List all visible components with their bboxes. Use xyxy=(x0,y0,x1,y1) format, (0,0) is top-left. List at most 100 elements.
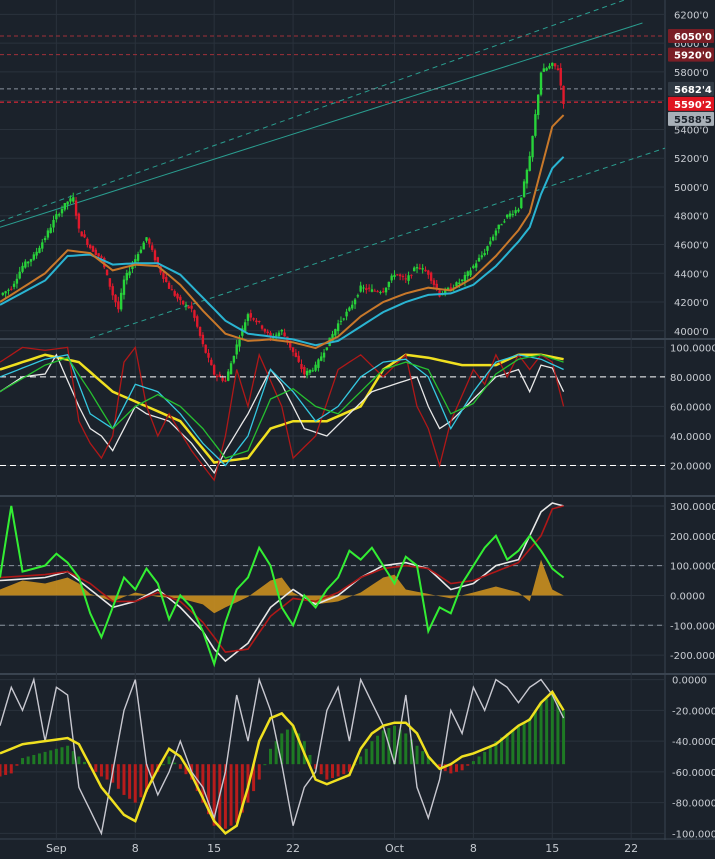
candle-up[interactable] xyxy=(548,65,551,69)
candle-up[interactable] xyxy=(243,322,247,332)
stoch-line-osc-white[interactable] xyxy=(0,353,565,475)
hist-bar-up[interactable] xyxy=(359,756,363,765)
hist-bar-up[interactable] xyxy=(539,702,543,765)
candle-down[interactable] xyxy=(263,328,267,332)
candle-down[interactable] xyxy=(283,332,286,337)
hist-bar-up[interactable] xyxy=(66,745,70,765)
candle-down[interactable] xyxy=(404,278,407,280)
candle-up[interactable] xyxy=(311,370,314,372)
hist-bar-up[interactable] xyxy=(415,745,419,765)
candle-up[interactable] xyxy=(503,221,506,223)
candle-up[interactable] xyxy=(460,279,464,281)
hist-bar-up[interactable] xyxy=(83,761,87,765)
candle-up[interactable] xyxy=(238,339,241,347)
hist-bar-down[interactable] xyxy=(116,764,120,789)
candle-down[interactable] xyxy=(410,274,413,276)
candle-down[interactable] xyxy=(100,256,103,258)
candle-down[interactable] xyxy=(179,296,182,301)
hist-bar-up[interactable] xyxy=(285,729,289,765)
hist-bar-down[interactable] xyxy=(94,764,98,772)
candle-up[interactable] xyxy=(66,201,69,205)
hist-bar-up[interactable] xyxy=(297,733,301,765)
candle-up[interactable] xyxy=(489,241,492,245)
hist-bar-down[interactable] xyxy=(105,764,109,780)
hist-bar-down[interactable] xyxy=(9,764,13,774)
candle-up[interactable] xyxy=(57,214,61,216)
cci-line-cci-green[interactable] xyxy=(0,505,565,668)
candle-down[interactable] xyxy=(196,316,199,327)
candle-up[interactable] xyxy=(41,242,44,249)
candle-down[interactable] xyxy=(376,291,379,293)
hist-bar-up[interactable] xyxy=(550,694,554,765)
hist-bar-up[interactable] xyxy=(291,725,295,765)
candle-up[interactable] xyxy=(455,282,458,287)
candle-up[interactable] xyxy=(331,334,334,341)
candle-up[interactable] xyxy=(122,279,126,295)
candle-up[interactable] xyxy=(320,356,323,361)
candle-up[interactable] xyxy=(415,267,419,269)
stoch-line-osc-red[interactable] xyxy=(0,345,565,482)
hist-bar-up[interactable] xyxy=(398,729,402,765)
candle-up[interactable] xyxy=(384,287,388,293)
candle-down[interactable] xyxy=(252,318,255,320)
hist-bar-up[interactable] xyxy=(43,751,47,765)
hist-bar-up[interactable] xyxy=(528,718,532,765)
candle-down[interactable] xyxy=(207,352,210,358)
hist-bar-down[interactable] xyxy=(257,764,261,780)
candle-up[interactable] xyxy=(314,364,317,371)
hist-bar-up[interactable] xyxy=(376,735,380,765)
candle-up[interactable] xyxy=(69,198,72,202)
candle-up[interactable] xyxy=(477,257,481,262)
candle-down[interactable] xyxy=(291,347,295,353)
candle-down[interactable] xyxy=(162,272,165,279)
candle-down[interactable] xyxy=(367,287,371,289)
candle-down[interactable] xyxy=(562,85,565,104)
candle-up[interactable] xyxy=(119,292,123,310)
hist-bar-down[interactable] xyxy=(336,764,340,777)
trend-channel-line[interactable] xyxy=(0,22,643,228)
candle-up[interactable] xyxy=(12,283,16,287)
candle-up[interactable] xyxy=(339,320,343,322)
candle-up[interactable] xyxy=(139,249,143,253)
candle-up[interactable] xyxy=(387,281,391,287)
candle-down[interactable] xyxy=(114,294,117,303)
candle-up[interactable] xyxy=(134,259,137,265)
hist-bar-up[interactable] xyxy=(426,756,430,765)
candle-up[interactable] xyxy=(21,265,24,272)
candle-up[interactable] xyxy=(128,271,131,276)
hist-bar-up[interactable] xyxy=(32,754,36,765)
candle-down[interactable] xyxy=(432,280,436,285)
hist-bar-down[interactable] xyxy=(212,764,216,826)
candle-down[interactable] xyxy=(156,257,159,266)
candle-up[interactable] xyxy=(421,268,424,270)
hist-bar-up[interactable] xyxy=(37,753,41,765)
trend-channel-line[interactable] xyxy=(90,147,666,339)
stoch-line-osc-cyan[interactable] xyxy=(0,354,564,467)
hist-bar-up[interactable] xyxy=(161,764,165,766)
candle-down[interactable] xyxy=(398,274,402,277)
candle-down[interactable] xyxy=(303,366,306,375)
candle-down[interactable] xyxy=(88,244,92,249)
candle-up[interactable] xyxy=(463,275,467,282)
candle-up[interactable] xyxy=(413,267,416,272)
candle-down[interactable] xyxy=(401,275,405,278)
hist-bar-down[interactable] xyxy=(314,764,318,769)
hist-bar-up[interactable] xyxy=(516,725,520,765)
candle-up[interactable] xyxy=(472,265,475,269)
candle-down[interactable] xyxy=(80,231,83,237)
hist-bar-up[interactable] xyxy=(392,725,396,765)
candle-down[interactable] xyxy=(300,364,303,370)
cci-line-osc-white[interactable] xyxy=(0,502,564,663)
hist-bar-down[interactable] xyxy=(178,764,182,769)
candle-up[interactable] xyxy=(38,247,41,253)
candle-up[interactable] xyxy=(49,227,52,233)
candle-up[interactable] xyxy=(60,209,64,214)
candle-down[interactable] xyxy=(373,290,376,292)
candle-up[interactable] xyxy=(32,254,36,260)
hist-bar-up[interactable] xyxy=(494,741,498,765)
candle-down[interactable] xyxy=(212,365,216,375)
williams-line-wr-grey[interactable] xyxy=(0,676,565,836)
candle-up[interactable] xyxy=(246,314,250,321)
hist-bar-down[interactable] xyxy=(223,764,227,829)
candle-up[interactable] xyxy=(277,332,281,337)
